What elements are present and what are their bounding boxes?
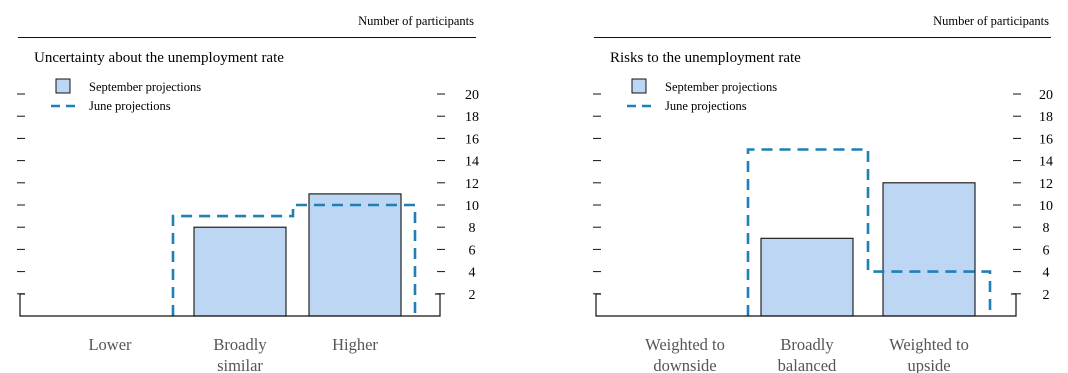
panel1-tick-label-4: 4 — [469, 266, 476, 281]
panel1-tick-label-16: 16 — [465, 132, 479, 147]
panel1-tick-label-6: 6 — [469, 243, 476, 258]
panel2-tick-label-12: 12 — [1039, 177, 1053, 192]
panel1-legend-swatch-september — [55, 78, 71, 94]
panel2-bar-september-2 — [760, 237, 854, 317]
panel2-tick-label-16: 16 — [1039, 132, 1053, 147]
panel1-bar-september-3 — [308, 193, 402, 317]
panel2-tick-label-8: 8 — [1043, 221, 1050, 236]
panel1-legend-label-september: September projections — [89, 80, 201, 94]
panel1-tick-label-10: 10 — [465, 199, 479, 214]
panel2-category-label-3: Weighted to upside — [889, 335, 969, 373]
panel2-legend-label-june: June projections — [665, 99, 747, 113]
panel1-title: Uncertainty about the unemployment rate — [34, 50, 284, 66]
panel1-tick-label-2: 2 — [469, 288, 476, 303]
panel1-tick-label-8: 8 — [469, 221, 476, 236]
panel1-y-axis-label: Number of participants — [358, 14, 474, 28]
panel1-tick-label-12: 12 — [465, 177, 479, 192]
panel2-category-label-1: Weighted to downside — [645, 335, 725, 373]
panel1-bar-september-2 — [193, 226, 287, 317]
panel2-x-axis — [595, 294, 1017, 317]
panel2-june-projections-line — [746, 148, 992, 316]
panel2-legend-label-september: September projections — [665, 80, 777, 94]
panel1-category-label-1: Lower — [88, 335, 132, 354]
panel1-category-label-3: Higher — [332, 335, 378, 354]
panel2-legend-swatch-september — [631, 78, 647, 94]
panel1-tick-label-20: 20 — [465, 88, 479, 103]
panel2-tick-label-10: 10 — [1039, 199, 1053, 214]
panel1-x-axis — [19, 294, 441, 317]
panel1-june-projections-line — [171, 203, 417, 316]
panel2-title: Risks to the unemployment rate — [610, 50, 801, 66]
panel2-category-label-2: Broadly balanced — [778, 335, 837, 373]
panel2-tick-label-14: 14 — [1039, 155, 1053, 170]
panel1-category-label-2: Broadly similar — [213, 335, 267, 373]
panel2-y-axis-label: Number of participants — [933, 14, 1049, 28]
panel2-tick-label-2: 2 — [1043, 288, 1050, 303]
panel2-bar-september-3 — [882, 182, 976, 317]
panel1-tick-label-18: 18 — [465, 110, 479, 125]
panel2-tick-label-18: 18 — [1039, 110, 1053, 125]
panel1-tick-label-14: 14 — [465, 155, 479, 170]
panel1-legend-label-june: June projections — [89, 99, 171, 113]
panel2-tick-label-20: 20 — [1039, 88, 1053, 103]
panel2-tick-label-4: 4 — [1043, 266, 1050, 281]
panel2-tick-label-6: 6 — [1043, 243, 1050, 258]
